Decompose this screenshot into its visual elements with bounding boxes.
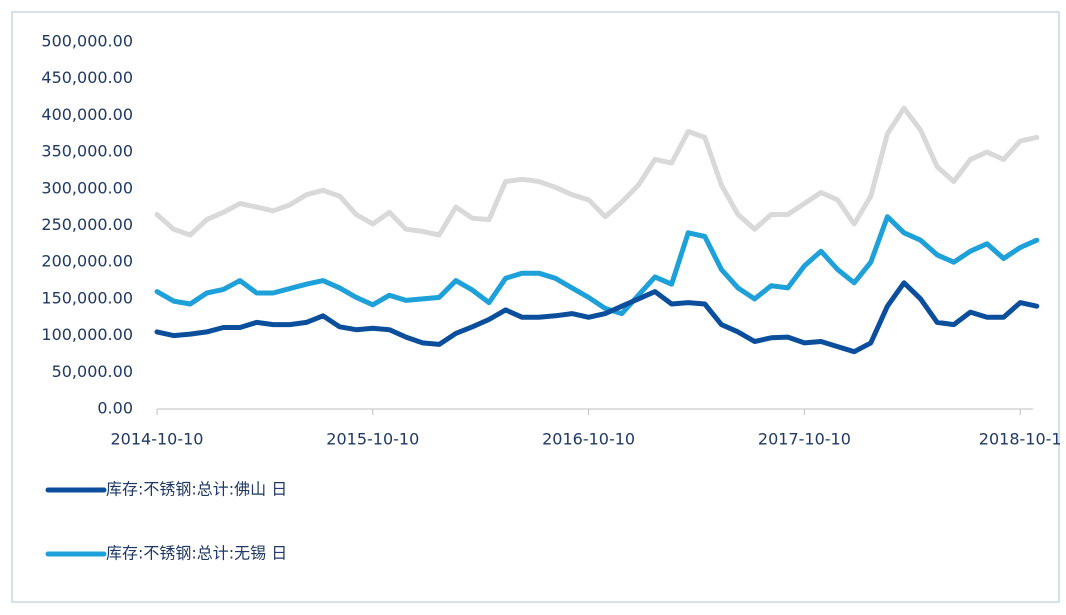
- x-tick-label: 2018-10-1: [979, 430, 1062, 449]
- legend-label: 库存:不锈钢:总计:无锡 日: [106, 544, 287, 563]
- y-tick-label: 0.00: [97, 399, 133, 418]
- y-tick-label: 200,000.00: [41, 252, 133, 271]
- x-tick-label: 2014-10-10: [111, 430, 204, 449]
- y-tick-label: 450,000.00: [41, 68, 133, 87]
- x-tick-label: 2016-10-10: [542, 430, 635, 449]
- x-tick-label: 2017-10-10: [758, 430, 851, 449]
- series-line: [154, 280, 1040, 355]
- y-tick-label: 300,000.00: [41, 178, 133, 197]
- series-line: [154, 214, 1040, 317]
- y-tick-label: 250,000.00: [41, 215, 133, 234]
- y-tick-label: 50,000.00: [52, 362, 133, 381]
- y-tick-label: 400,000.00: [41, 105, 133, 124]
- y-tick-label: 350,000.00: [41, 142, 133, 161]
- x-tick-label: 2015-10-10: [326, 430, 419, 449]
- chart-frame: [11, 11, 1060, 603]
- y-tick-label: 100,000.00: [41, 325, 133, 344]
- y-tick-label: 500,000.00: [41, 32, 133, 51]
- y-tick-label: 150,000.00: [41, 288, 133, 307]
- legend-label: 库存:不锈钢:总计:佛山 日: [106, 480, 287, 499]
- series-line: [154, 105, 1040, 238]
